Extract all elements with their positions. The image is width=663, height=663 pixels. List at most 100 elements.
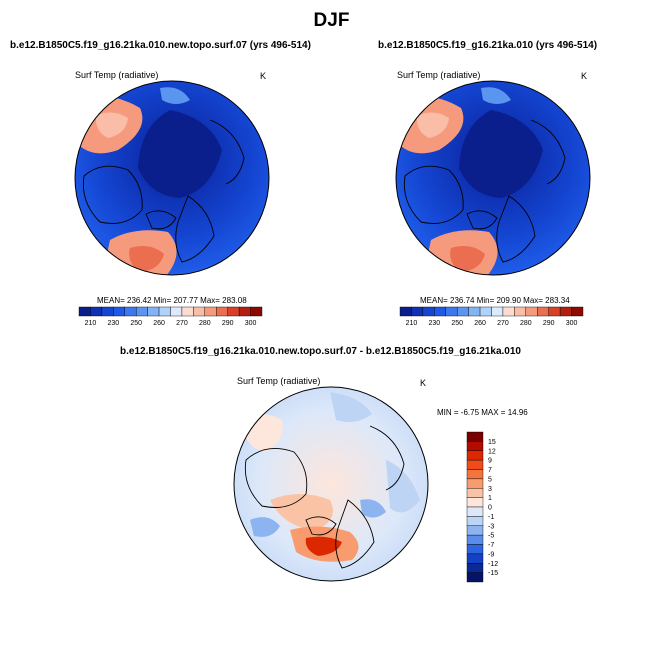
- panel-3-colorbar-tick-14: -15: [488, 570, 498, 577]
- panel-1-cool-patch: [160, 87, 190, 104]
- panel-1-colorbar-swatch-5: [135, 306, 148, 317]
- panel-3-cool-patch-a: [330, 392, 372, 422]
- panel-1-units-label: K: [260, 71, 267, 81]
- panel-3-colorbar-swatch-10: [466, 525, 484, 536]
- panel-2-colorbar-tick-290: 290: [543, 320, 555, 327]
- panel-1-coastline-b: [175, 195, 215, 263]
- panel-1-colorbar-swatch-15: [250, 306, 263, 317]
- panel-3-colorbar-swatch-6: [466, 488, 484, 498]
- panel-1-title: b.e12.B1850C5.f19_g16.21ka.010.new.topo.…: [10, 40, 311, 51]
- panel-2-stats: MEAN= 236.74 Min= 209.90 Max= 283.34: [420, 296, 570, 305]
- panel-2-colorbar-tick-230: 230: [428, 320, 440, 327]
- panel-3-colorbar-tick-9: -3: [488, 523, 494, 530]
- panel-3-colorbar-tick-10: -5: [488, 533, 494, 540]
- page-title: DJF: [313, 10, 350, 31]
- panel-2-colorbar-tick-250: 250: [451, 320, 463, 327]
- panel-1-colorbar: 210 230 250 260 270 280 290 300: [78, 306, 263, 327]
- panel-3-coastline-a: [244, 447, 308, 508]
- panel-3-coastline-d: [369, 425, 405, 491]
- panel-3-coastline-c: [305, 516, 337, 536]
- panel-2-colorbar-swatch-6: [468, 306, 481, 317]
- panel-3-colorbar-tick-6: 1: [488, 495, 492, 502]
- panel-3-colorbar-tick-3: 7: [488, 467, 492, 474]
- panel-1-colorbar-swatch-3: [113, 306, 125, 317]
- panel-1-colorbar-tick-280: 280: [199, 320, 211, 327]
- panel-3-map: [234, 387, 428, 581]
- panel-2-warm-pacific-inner: [416, 112, 449, 138]
- panel-3-cool-patch-b: [386, 460, 420, 513]
- panel-3-colorbar-swatch-14: [466, 563, 484, 573]
- panel-3-colorbar-swatch-0: [466, 431, 484, 442]
- panel-1-coastline-c: [145, 210, 177, 230]
- panel-2-colorbar-swatch-1: [411, 306, 424, 317]
- panel-1-colorbar-swatch-10: [193, 306, 206, 317]
- panel-3-colorbar: 15 12 9 7 5 3 1 0 -1 -3 -5 -7 -9 -12 -15: [466, 431, 498, 583]
- panel-2-coastline-a: [403, 165, 464, 224]
- panel-3-colorbar-tick-4: 5: [488, 476, 492, 483]
- panel-3-colorbar-swatch-9: [466, 516, 484, 526]
- panel-1-colorbar-swatch-4: [124, 306, 137, 317]
- panel-1-colorbar-swatch-9: [181, 306, 194, 317]
- panel-2-colorbar-swatch-7: [479, 306, 492, 317]
- panel-3-units-label: K: [420, 378, 427, 388]
- panel-3-colorbar-tick-2: 9: [488, 458, 492, 465]
- panel-1-warm-atlantic-core: [129, 246, 164, 272]
- panel-1-stats: MEAN= 236.42 Min= 207.77 Max= 283.08: [97, 296, 247, 305]
- panel-2-colorbar-swatch-9: [502, 306, 515, 317]
- panel-2-colorbar-tick-270: 270: [497, 320, 509, 327]
- panel-2-coastline-c: [466, 210, 498, 230]
- panel-2-colorbar-swatch-13: [548, 306, 561, 317]
- panel-1-colorbar-tick-290: 290: [222, 320, 234, 327]
- panel-3-warm-maximum: [305, 536, 342, 556]
- panel-2-coastline-b: [496, 195, 536, 263]
- panel-1-colorbar-swatch-12: [216, 306, 228, 317]
- panel-2-colorbar-swatch-5: [456, 306, 469, 317]
- panel-3-colorbar-swatch-13: [466, 553, 484, 564]
- panel-2-colorbar-tick-280: 280: [520, 320, 532, 327]
- panel-1-colorbar-swatch-2: [101, 306, 114, 317]
- panel-3-title: b.e12.B1850C5.f19_g16.21ka.010.new.topo.…: [120, 346, 521, 357]
- panel-1-coastline-d: [209, 119, 245, 185]
- panel-3-cool-patch-c: [250, 517, 280, 537]
- panel-1-colorbar-tick-230: 230: [107, 320, 119, 327]
- panel-1-colorbar-tick-270: 270: [176, 320, 188, 327]
- panel-1-colorbar-tick-210: 210: [85, 320, 97, 327]
- panel-2-cool-patch: [481, 87, 511, 104]
- panel-3-colorbar-swatch-5: [466, 478, 484, 489]
- panel-3-colorbar-swatch-12: [466, 544, 484, 555]
- panel-1-colorbar-swatch-7: [158, 306, 171, 317]
- panel-3-colorbar-tick-5: 3: [488, 486, 492, 493]
- panel-2-colorbar-swatch-12: [537, 306, 549, 317]
- panel-3-colorbar-swatch-7: [466, 497, 484, 508]
- panel-1-colorbar-tick-260: 260: [153, 320, 165, 327]
- panel-2-units-label: K: [581, 71, 588, 81]
- panel-2-colorbar-tick-260: 260: [474, 320, 486, 327]
- panel-1-cold-core: [138, 110, 222, 198]
- panel-2-colorbar-swatch-14: [559, 306, 572, 317]
- panel-2-title: b.e12.B1850C5.f19_g16.21ka.010 (yrs 496-…: [378, 40, 598, 51]
- panel-1-colorbar-swatch-6: [147, 306, 160, 317]
- panel-2-variable-label: Surf Temp (radiative): [397, 70, 481, 80]
- panel-3-colorbar-tick-1: 12: [488, 448, 496, 455]
- panel-3-colorbar-swatch-15: [466, 572, 484, 583]
- panel-3-colorbar-tick-12: -9: [488, 551, 494, 558]
- panel-2-colorbar-tick-210: 210: [406, 320, 418, 327]
- panel-3-coastline-b: [335, 499, 375, 569]
- panel-1-colorbar-swatch-0: [78, 306, 91, 317]
- panel-2-map-border: [395, 80, 591, 276]
- panel-3-colorbar-tick-13: -12: [488, 561, 498, 568]
- panel-3-colorbar-swatch-8: [466, 506, 484, 517]
- panel-3-cool-patch-d: [360, 499, 386, 518]
- panel-3-colorbar-tick-11: -7: [488, 542, 494, 549]
- panel-3-map-border: [233, 386, 429, 582]
- panel-2-map: [396, 81, 590, 275]
- panel-3-variable-label: Surf Temp (radiative): [237, 376, 321, 386]
- panel-3-stats: MIN = -6.75 MAX = 14.96: [437, 408, 528, 417]
- panel-2-colorbar-swatch-11: [525, 306, 538, 317]
- panel-1-colorbar-swatch-8: [170, 306, 183, 317]
- panel-3-colorbar-tick-0: 15: [488, 439, 496, 446]
- panel-1-map-border: [74, 80, 270, 276]
- panel-3-colorbar-swatch-2: [466, 450, 484, 461]
- panel-3-colorbar-swatch-1: [466, 441, 484, 451]
